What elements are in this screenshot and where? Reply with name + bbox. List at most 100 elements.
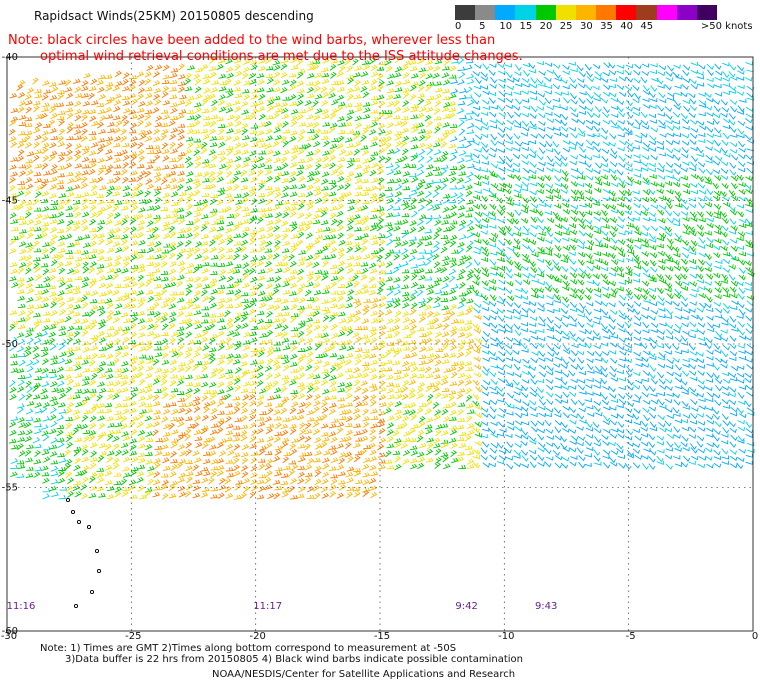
wind-barb [587,369,595,374]
wind-barb [291,438,300,443]
wind-barb [290,233,299,240]
wind-barb [258,340,267,345]
wind-barb [250,360,258,365]
wind-barb [176,241,184,248]
wind-barb [11,204,19,211]
wind-barb [393,93,402,99]
wind-barb [297,212,305,219]
wind-barb [392,283,401,290]
wind-barb [728,274,736,281]
wind-barb [601,309,609,316]
wind-barb [657,356,666,361]
wind-barb [490,76,498,84]
wind-barb [88,266,96,274]
wind-barb [593,97,601,102]
wind-barb [449,295,458,302]
wind-barb [59,351,67,358]
wind-barb [635,379,643,384]
wind-barb [641,251,649,257]
wind-barb [274,211,283,219]
wind-barb [112,435,120,443]
wind-barb [704,302,712,309]
wind-barb [208,183,217,190]
wind-barb [578,154,587,159]
wind-barb [122,185,131,192]
wind-barb [570,364,578,370]
wind-barb [392,297,401,304]
wind-barb [386,285,395,290]
wind-barb [745,118,753,124]
wind-barb [74,355,83,360]
wind-barb [122,72,130,79]
wind-barb [241,128,248,136]
wind-barb [474,217,482,224]
wind-barb [466,415,473,423]
wind-barb [208,170,216,178]
wind-barb [209,142,218,148]
wind-barb [147,241,155,247]
wind-barb [657,287,664,295]
wind-barb [457,344,465,352]
wind-barb [97,381,105,387]
wind-barb [521,181,530,188]
wind-barb [178,228,186,234]
wind-barb [297,365,305,373]
wind-barb [66,296,75,303]
wind-barb [608,62,616,69]
wind-barb [115,415,123,421]
wind-barb [481,212,490,218]
wind-barb [106,228,115,234]
wind-barb [74,325,83,330]
wind-barb [496,140,505,146]
wind-barb [177,397,186,402]
wind-barb [689,281,697,287]
wind-barb [609,196,617,202]
wind-barb [289,379,297,386]
wind-barb [642,217,650,222]
wind-barb [697,265,705,273]
wind-barb [609,433,618,439]
wind-barb [561,170,569,177]
wind-barb [42,318,51,323]
wind-barb [603,188,611,194]
wind-barb [313,289,322,296]
wind-barb [18,164,27,169]
wind-barb [361,128,369,135]
wind-barb [514,420,523,426]
wind-barb [10,320,19,325]
wind-barb [49,127,57,134]
wind-barb [234,384,241,393]
wind-barb [402,317,411,324]
wind-barb [393,330,401,338]
wind-barb [226,380,234,388]
wind-barb [682,414,691,419]
wind-barb [162,283,171,289]
wind-barb [234,417,243,423]
wind-barb [315,353,324,358]
wind-barb [105,282,114,289]
wind-barb [194,78,202,86]
wind-barb [441,331,450,338]
wind-barb [552,363,561,368]
wind-barb [154,388,162,393]
wind-barb [682,370,690,377]
wind-barb [329,380,337,388]
wind-barb [609,419,618,426]
wind-barb [162,114,171,121]
wind-barb [611,428,619,433]
wind-barb [104,256,113,261]
wind-barb [442,206,450,213]
wind-barb [161,164,170,170]
wind-barb [402,296,410,303]
wind-barb [336,203,345,210]
wind-barb [610,119,618,127]
wind-barb [58,119,65,127]
wind-barb [587,133,595,138]
wind-barb [322,315,330,322]
wind-barb [162,408,171,415]
wind-barb [233,253,240,261]
wind-barb [64,260,73,267]
wind-barb [449,166,458,170]
wind-barb [145,279,152,287]
wind-barb [538,371,547,378]
